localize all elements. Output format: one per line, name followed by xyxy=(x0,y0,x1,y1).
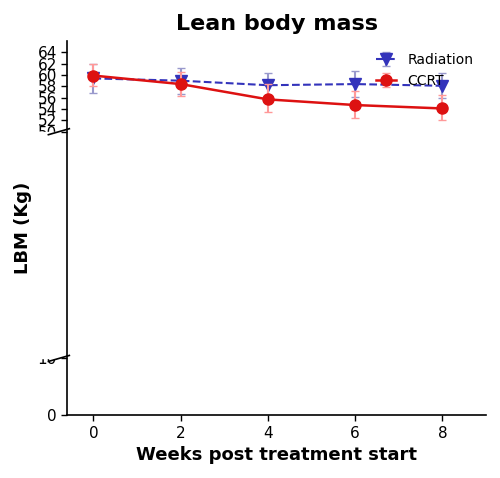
Legend: Radiation, CCRT: Radiation, CCRT xyxy=(370,48,479,94)
Y-axis label: LBM (Kg): LBM (Kg) xyxy=(14,182,32,274)
FancyBboxPatch shape xyxy=(34,132,59,358)
X-axis label: Weeks post treatment start: Weeks post treatment start xyxy=(136,446,417,464)
Title: Lean body mass: Lean body mass xyxy=(176,14,378,34)
